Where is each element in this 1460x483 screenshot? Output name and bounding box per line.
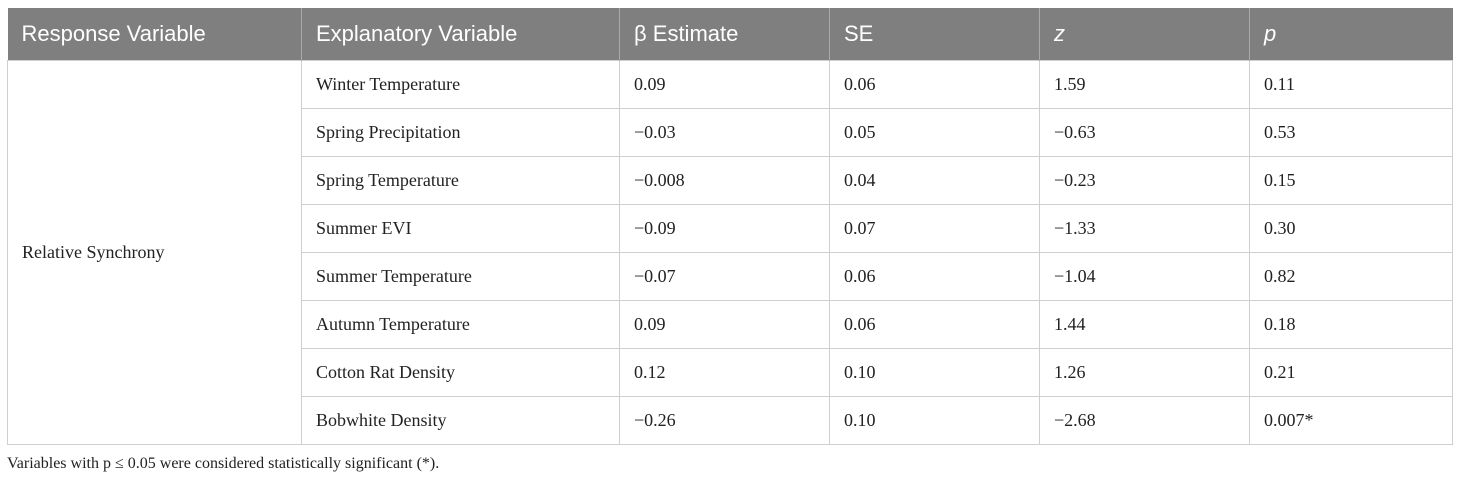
explanatory-cell: Bobwhite Density <box>301 395 620 445</box>
estimate-cell: 0.12 <box>619 347 830 397</box>
p-cell: 0.18 <box>1249 299 1453 349</box>
header-p: p <box>1264 20 1277 46</box>
se-cell: 0.06 <box>829 251 1040 301</box>
z-cell: −1.04 <box>1039 251 1250 301</box>
estimate-cell: 0.09 <box>619 299 830 349</box>
se-cell: 0.06 <box>829 299 1040 349</box>
p-cell: 0.15 <box>1249 155 1453 205</box>
table-row: Spring Precipitation −0.03 0.05 −0.63 0.… <box>8 107 1453 157</box>
explanatory-cell: Summer Temperature <box>301 251 620 301</box>
explanatory-cell: Autumn Temperature <box>301 299 620 349</box>
estimate-cell: 0.09 <box>619 59 830 109</box>
table-row: Summer EVI −0.09 0.07 −1.33 0.30 <box>8 203 1453 253</box>
results-table: Response Variable Explanatory Variable β… <box>7 8 1453 445</box>
header-response-variable: Response Variable <box>7 8 302 60</box>
explanatory-cell: Spring Precipitation <box>301 107 620 157</box>
estimate-cell: −0.03 <box>619 107 830 157</box>
table-row: Summer Temperature −0.07 0.06 −1.04 0.82 <box>8 251 1453 301</box>
estimate-cell: −0.09 <box>619 203 830 253</box>
estimate-cell: −0.26 <box>619 395 830 445</box>
table-body: Relative Synchrony Winter Temperature 0.… <box>7 59 1453 445</box>
table-row: Relative Synchrony Winter Temperature 0.… <box>7 59 1453 445</box>
table-row: Spring Temperature −0.008 0.04 −0.23 0.1… <box>8 155 1453 205</box>
table-row: Cotton Rat Density 0.12 0.10 1.26 0.21 <box>8 347 1453 397</box>
z-cell: −0.23 <box>1039 155 1250 205</box>
p-cell: 0.53 <box>1249 107 1453 157</box>
z-cell: 1.26 <box>1039 347 1250 397</box>
se-cell: 0.07 <box>829 203 1040 253</box>
z-cell: −2.68 <box>1039 395 1250 445</box>
header-explanatory-variable: Explanatory Variable <box>301 8 620 60</box>
z-cell: −0.63 <box>1039 107 1250 157</box>
explanatory-cell: Winter Temperature <box>301 59 620 109</box>
p-cell: 0.21 <box>1249 347 1453 397</box>
results-table-container: Response Variable Explanatory Variable β… <box>7 8 1453 445</box>
z-cell: −1.33 <box>1039 203 1250 253</box>
se-cell: 0.04 <box>829 155 1040 205</box>
p-cell: 0.82 <box>1249 251 1453 301</box>
table-row: Autumn Temperature 0.09 0.06 1.44 0.18 <box>8 299 1453 349</box>
header-z: z <box>1039 8 1250 60</box>
explanatory-cell: Summer EVI <box>301 203 620 253</box>
explanatory-cell: Spring Temperature <box>301 155 620 205</box>
se-cell: 0.10 <box>829 347 1040 397</box>
p-cell: 0.30 <box>1249 203 1453 253</box>
p-cell: 0.11 <box>1249 59 1453 109</box>
explanatory-cell: Cotton Rat Density <box>301 347 620 397</box>
response-variable-cell: Relative Synchrony <box>7 59 302 445</box>
se-cell: 0.05 <box>829 107 1040 157</box>
table-header: Response Variable Explanatory Variable β… <box>7 8 1453 60</box>
header-beta-estimate: β Estimate <box>619 8 830 60</box>
header-se: SE <box>829 8 1040 60</box>
se-cell: 0.10 <box>829 395 1040 445</box>
p-cell: 0.007* <box>1249 395 1453 445</box>
z-cell: 1.44 <box>1039 299 1250 349</box>
table-footnote: Variables with p ≤ 0.05 were considered … <box>7 455 440 472</box>
z-cell: 1.59 <box>1039 59 1250 109</box>
table-row: Bobwhite Density −0.26 0.10 −2.68 0.007* <box>8 395 1453 445</box>
header-row: Response Variable Explanatory Variable β… <box>7 8 1453 60</box>
se-cell: 0.06 <box>829 59 1040 109</box>
estimate-cell: −0.07 <box>619 251 830 301</box>
estimate-cell: −0.008 <box>619 155 830 205</box>
